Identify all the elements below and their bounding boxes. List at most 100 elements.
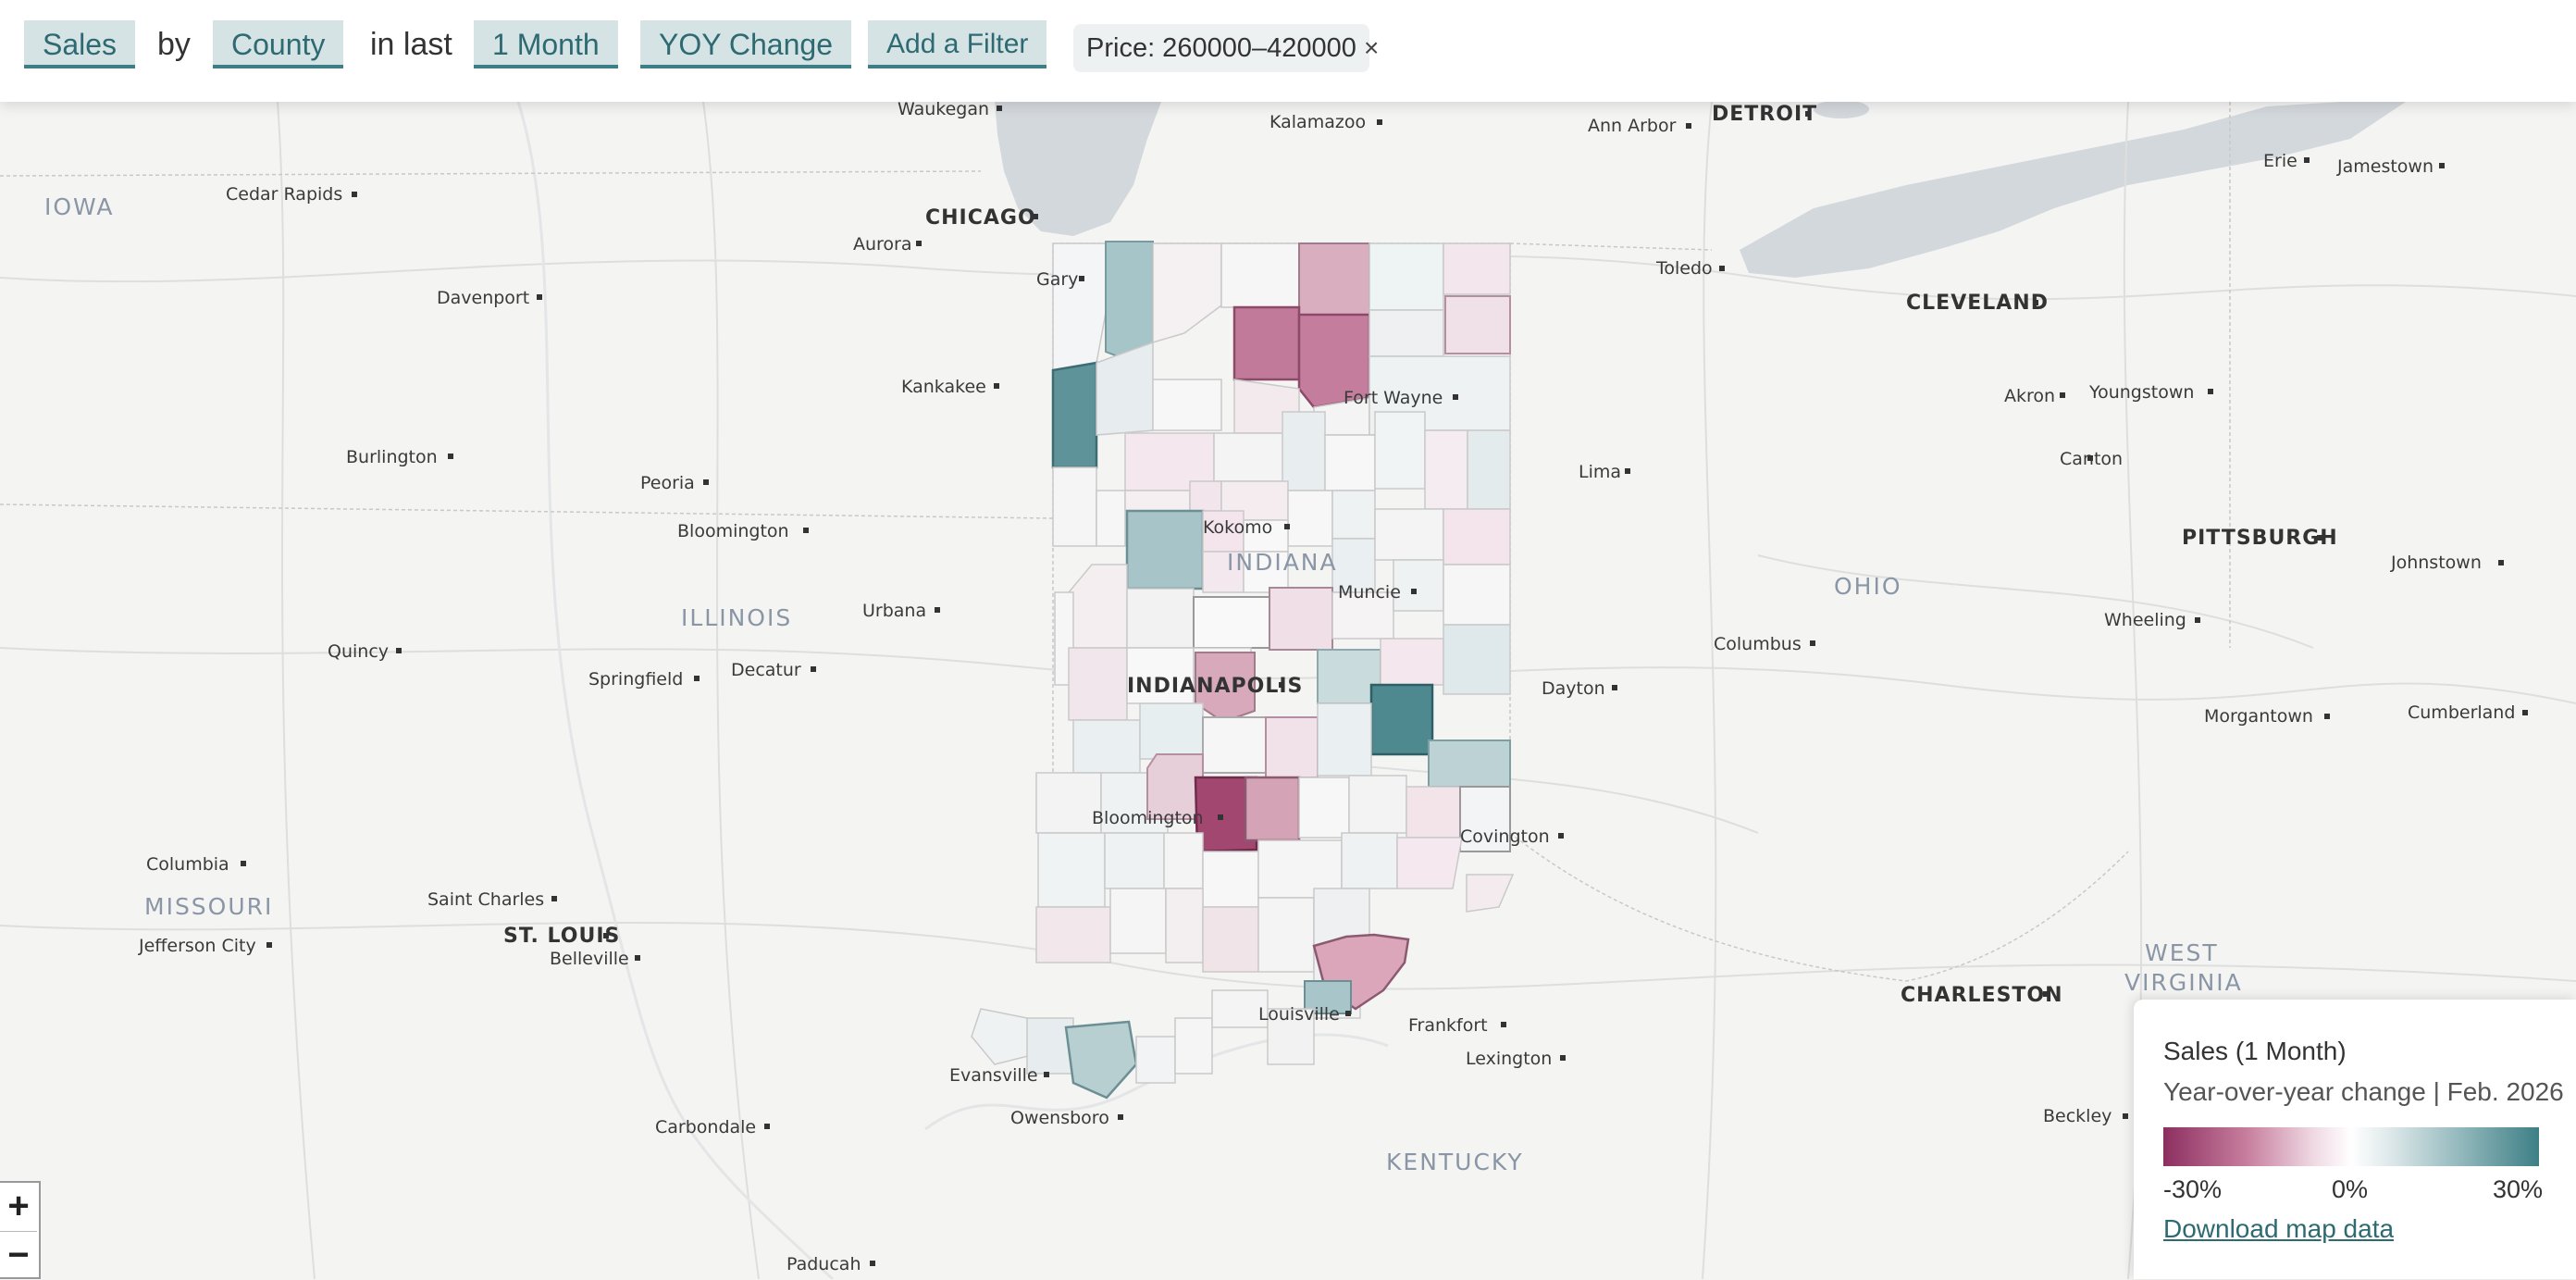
city-cumberland: Cumberland: [2408, 702, 2515, 723]
city-gary: Gary: [1036, 269, 1078, 290]
county-warren: [1096, 490, 1126, 547]
active-filter-pill: Price: 260000–420000: [1073, 24, 1369, 72]
state-label-indiana: INDIANA: [1227, 549, 1338, 576]
download-map-data-link[interactable]: Download map data: [2163, 1214, 2395, 1243]
county-orange: [1202, 906, 1259, 973]
county-marshall: [1232, 305, 1301, 381]
city-akron: Akron: [2004, 386, 2055, 406]
city-fort-wayne: Fort Wayne: [1344, 388, 1443, 408]
county-scott: [1341, 832, 1398, 889]
county-boone-ky: [1466, 874, 1515, 913]
county-rush: [1380, 638, 1444, 686]
city-lexington: Lexington: [1466, 1049, 1552, 1069]
by-label: by: [157, 27, 191, 62]
city-cedar-rapids: Cedar Rapids: [226, 184, 342, 205]
county-daviess: [1104, 832, 1165, 889]
legend-min-label: -30%: [2163, 1175, 2223, 1203]
county-cass: [1213, 432, 1287, 482]
county-adams: [1424, 429, 1468, 510]
city-bloomington-in: Bloomington: [1092, 808, 1204, 828]
city-urbana: Urbana: [862, 601, 926, 621]
remove-filter-icon[interactable]: ×: [1364, 33, 1380, 62]
period-selector[interactable]: 1 Month: [474, 20, 618, 68]
zoom-control: + −: [0, 1181, 41, 1279]
region-selector[interactable]: County: [213, 20, 344, 68]
legend-mid-label: 0%: [2332, 1175, 2369, 1203]
city-saint-charles: Saint Charles: [427, 889, 544, 910]
city-cleveland: CLEVELAND: [1906, 292, 2049, 315]
in-last-label: in last: [370, 27, 452, 62]
city-morgantown: Morgantown: [2204, 706, 2313, 727]
city-dayton: Dayton: [1542, 678, 1605, 699]
county-grant: [1287, 490, 1333, 547]
county-hancock: [1269, 587, 1333, 651]
county-noble: [1368, 309, 1444, 357]
city-jamestown: Jamestown: [2336, 156, 2434, 177]
city-toledo: Toledo: [1655, 258, 1713, 279]
county-tippecanoe: [1124, 490, 1191, 512]
add-filter-button[interactable]: Add a Filter: [868, 20, 1047, 68]
county-vigo: [1068, 647, 1128, 721]
county-clay: [1072, 719, 1141, 774]
city-detroit: DETROIT: [1712, 103, 1817, 126]
city-muncie: Muncie: [1338, 582, 1401, 603]
city-jefferson-city: Jefferson City: [138, 936, 256, 956]
county-parke: [1126, 588, 1195, 649]
city-wheeling: Wheeling: [2104, 610, 2186, 630]
city-st-louis: ST. LOUIS: [503, 925, 620, 948]
city-johnstown: Johnstown: [2390, 553, 2482, 573]
city-kankakee: Kankakee: [901, 377, 986, 397]
city-erie: Erie: [2263, 151, 2297, 171]
city-labels: Waukegan Kalamazoo Ann Arbor DETROIT Eri…: [138, 99, 2528, 1274]
county-jay: [1467, 429, 1511, 510]
city-chicago: CHICAGO: [925, 206, 1036, 230]
county-pike: [1109, 888, 1167, 954]
city-davenport: Davenport: [437, 288, 529, 308]
zoom-out-button[interactable]: −: [7, 1235, 30, 1275]
city-ann-arbor: Ann Arbor: [1588, 116, 1677, 136]
county-dubois: [1165, 888, 1204, 963]
indiana-counties[interactable]: [971, 241, 1515, 1100]
state-label-west-virginia-1: WEST: [2145, 939, 2219, 966]
state-label-kentucky: KENTUCKY: [1386, 1149, 1524, 1175]
county-carroll: [1189, 480, 1222, 512]
city-columbus: Columbus: [1714, 634, 1802, 654]
city-quincy: Quincy: [328, 641, 389, 662]
city-covington: Covington: [1460, 826, 1550, 847]
measure-selector[interactable]: YOY Change: [640, 20, 851, 68]
county-starke: [1152, 379, 1222, 431]
county-lake: [1052, 242, 1107, 381]
city-youngstown: Youngstown: [2088, 382, 2194, 403]
county-randolph: [1443, 508, 1511, 565]
county-gibson: [1035, 906, 1111, 963]
county-crawford: [1257, 897, 1315, 973]
city-charleston: CHARLESTON: [1901, 984, 2063, 1007]
county-laporte: [1152, 242, 1222, 344]
city-carbondale: Carbondale: [655, 1117, 756, 1137]
state-label-ohio: OHIO: [1834, 573, 1902, 600]
county-dekalb: [1444, 295, 1511, 354]
city-waukegan: Waukegan: [898, 99, 989, 119]
county-brown: [1194, 776, 1258, 853]
metric-selector[interactable]: Sales: [24, 20, 136, 68]
city-bloomington-il: Bloomington: [677, 521, 789, 541]
city-frankfort: Frankfort: [1408, 1015, 1488, 1036]
lake-michigan: [995, 102, 1161, 236]
county-montgomery: [1125, 509, 1205, 590]
county-union: [1443, 564, 1511, 626]
state-label-west-virginia-2: VIRGINIA: [2124, 969, 2243, 996]
city-louisville: Louisville: [1258, 1004, 1340, 1025]
zoom-in-button[interactable]: +: [0, 1183, 37, 1232]
county-steuben: [1443, 242, 1511, 295]
county-harrison-s: [1267, 1008, 1315, 1065]
county-dearborn: [1428, 739, 1511, 788]
state-label-missouri: MISSOURI: [144, 893, 273, 920]
city-peoria: Peoria: [640, 473, 695, 493]
county-warrick: [1064, 1020, 1138, 1100]
county-posey: [971, 1008, 1033, 1065]
city-lima: Lima: [1579, 462, 1621, 482]
county-franklin-in: [1369, 683, 1434, 756]
state-labels: IOWA ILLINOIS INDIANA OHIO MISSOURI KENT…: [44, 193, 2243, 1175]
county-benton: [1052, 466, 1097, 547]
